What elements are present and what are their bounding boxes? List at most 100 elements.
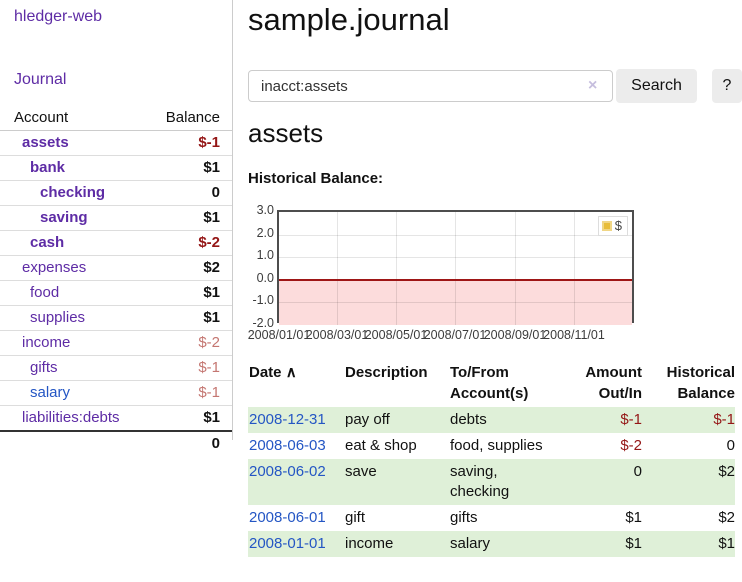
y-axis-tick-label: -2.0 bbox=[252, 316, 274, 330]
x-axis-tick-label: 2008/09/01 bbox=[483, 328, 547, 342]
account-row: saving $1 bbox=[0, 206, 232, 231]
account-link[interactable]: assets bbox=[22, 134, 69, 151]
account-row: expenses $2 bbox=[0, 256, 232, 281]
account-column-header: Account bbox=[14, 109, 69, 126]
legend-label: $ bbox=[614, 218, 622, 233]
transaction-accounts: gifts bbox=[450, 509, 478, 526]
accounts-total-row: 0 bbox=[0, 430, 232, 454]
sidebar: hledger-web Journal Account Balance asse… bbox=[0, 0, 232, 582]
accounts-total-value: 0 bbox=[211, 435, 220, 452]
x-axis-tick-label: 2008/03/01 bbox=[305, 328, 369, 342]
account-link[interactable]: food bbox=[30, 284, 60, 301]
account-row: cash $-2 bbox=[0, 231, 232, 256]
account-link[interactable]: supplies bbox=[30, 309, 86, 326]
transaction-date-link[interactable]: 2008-06-01 bbox=[249, 509, 326, 526]
transaction-date-link[interactable]: 2008-06-02 bbox=[249, 463, 326, 480]
account-balance: 0 bbox=[211, 184, 220, 201]
account-row: checking 0 bbox=[0, 181, 232, 206]
search-input[interactable] bbox=[248, 70, 613, 102]
account-balance: $1 bbox=[203, 309, 220, 326]
accounts-table-header: Account Balance bbox=[0, 106, 232, 131]
clear-search-icon[interactable]: × bbox=[588, 77, 598, 94]
transactions-rows: 2008-12-31 pay off debts $-1 $-1 2008-06-03 ea… bbox=[248, 407, 735, 557]
chart-plot-area: $ bbox=[277, 210, 634, 325]
account-link[interactable]: checking bbox=[40, 184, 106, 201]
balance-column-header: Balance bbox=[165, 109, 220, 126]
transaction-balance: $2 bbox=[718, 463, 735, 480]
gridline-horizontal bbox=[279, 302, 632, 304]
account-row: bank $1 bbox=[0, 156, 232, 181]
app-title-link[interactable]: hledger-web bbox=[14, 8, 103, 25]
gridline-vertical bbox=[396, 212, 397, 325]
transaction-date-link[interactable]: 2008-12-31 bbox=[249, 411, 326, 428]
transaction-date-link[interactable]: 2008-01-01 bbox=[249, 535, 326, 552]
sort-ascending-icon: ∧ bbox=[285, 364, 297, 381]
transaction-balance: $2 bbox=[718, 509, 735, 526]
balance-chart: $ 3.0 2.0 1.0 0.0 -1.0 -2.0 2008/01/01 2008/03… bbox=[248, 200, 742, 348]
account-heading: assets bbox=[248, 118, 324, 148]
balance-series bbox=[279, 212, 632, 325]
balance-column-header-main: Historical Balance bbox=[666, 364, 735, 402]
transactions-table: Date ∧ Description To/From Account(s) Am… bbox=[248, 362, 735, 557]
x-axis-tick-label: 2008/05/01 bbox=[364, 328, 428, 342]
account-link[interactable]: cash bbox=[30, 234, 65, 251]
transaction-description: gift bbox=[345, 509, 366, 526]
y-axis-tick-label: 1.0 bbox=[256, 248, 274, 263]
account-balance: $-1 bbox=[198, 384, 220, 401]
y-axis-tick-label: 2.0 bbox=[256, 225, 274, 240]
transaction-balance: 0 bbox=[726, 437, 735, 454]
accounts-column-header: To/From Account(s) bbox=[450, 364, 529, 402]
transaction-balance: $1 bbox=[718, 535, 735, 552]
help-button[interactable]: ? bbox=[712, 69, 742, 103]
y-axis-tick-label: 3.0 bbox=[256, 203, 274, 217]
account-link[interactable]: saving bbox=[40, 209, 88, 226]
account-balance: $1 bbox=[203, 409, 220, 426]
account-link[interactable]: income bbox=[22, 334, 71, 351]
search-button[interactable]: Search bbox=[616, 69, 697, 103]
account-balance: $-1 bbox=[198, 134, 220, 151]
account-link[interactable]: gifts bbox=[30, 359, 58, 376]
transaction-accounts: debts bbox=[450, 411, 487, 428]
account-balance: $1 bbox=[203, 284, 220, 301]
transaction-accounts: food, supplies bbox=[450, 437, 543, 454]
gridline-vertical bbox=[455, 212, 456, 325]
negative-region bbox=[279, 279, 632, 325]
amount-column-header: Amount Out/In bbox=[585, 364, 642, 402]
transaction-amount: $-1 bbox=[620, 411, 642, 428]
transactions-header: Date ∧ Description To/From Account(s) Am… bbox=[248, 362, 735, 407]
transaction-balance: $-1 bbox=[713, 411, 735, 428]
search-form: × Search ? bbox=[248, 68, 742, 104]
transaction-accounts: salary bbox=[450, 535, 491, 552]
account-link[interactable]: expenses bbox=[22, 259, 87, 276]
transaction-description: save bbox=[345, 463, 377, 480]
transaction-row: 2008-06-02 save saving, checking 0 $2 bbox=[248, 459, 735, 505]
account-row: income $-2 bbox=[0, 331, 232, 356]
chart-heading: Historical Balance: bbox=[248, 170, 384, 187]
sidebar-item-journal[interactable]: Journal bbox=[14, 71, 67, 88]
transaction-description: pay off bbox=[345, 411, 390, 428]
gridline-vertical bbox=[574, 212, 575, 325]
transaction-row: 2008-06-01 gift gifts $1 $2 bbox=[248, 505, 735, 531]
gridline-vertical bbox=[515, 212, 516, 325]
account-link[interactable]: bank bbox=[30, 159, 66, 176]
description-column-header: Description bbox=[345, 364, 428, 381]
transaction-date-link[interactable]: 2008-06-03 bbox=[249, 437, 326, 454]
legend-swatch-icon bbox=[601, 221, 612, 231]
account-row: salary $-1 bbox=[0, 381, 232, 406]
page-title: sample.journal bbox=[248, 2, 450, 37]
sidebar-divider bbox=[232, 0, 233, 440]
x-axis-tick-label: 2008/07/01 bbox=[423, 328, 487, 342]
account-link[interactable]: salary bbox=[30, 384, 71, 401]
transaction-amount: $1 bbox=[625, 535, 642, 552]
account-link[interactable]: liabilities:debts bbox=[22, 409, 120, 426]
date-column-header[interactable]: Date ∧ bbox=[249, 364, 297, 381]
gridline-vertical bbox=[337, 212, 338, 325]
account-row: assets $-1 bbox=[0, 131, 232, 156]
transaction-amount: $-2 bbox=[620, 437, 642, 454]
account-row: gifts $-1 bbox=[0, 356, 232, 381]
y-axis-tick-label: -1.0 bbox=[252, 293, 274, 308]
x-axis-tick-label: 2008/01/01 bbox=[247, 328, 311, 342]
account-balance: $1 bbox=[203, 209, 220, 226]
accounts-rows: assets $-1 bank $1 checking 0 saving $1 cash $-2 e… bbox=[0, 131, 232, 430]
